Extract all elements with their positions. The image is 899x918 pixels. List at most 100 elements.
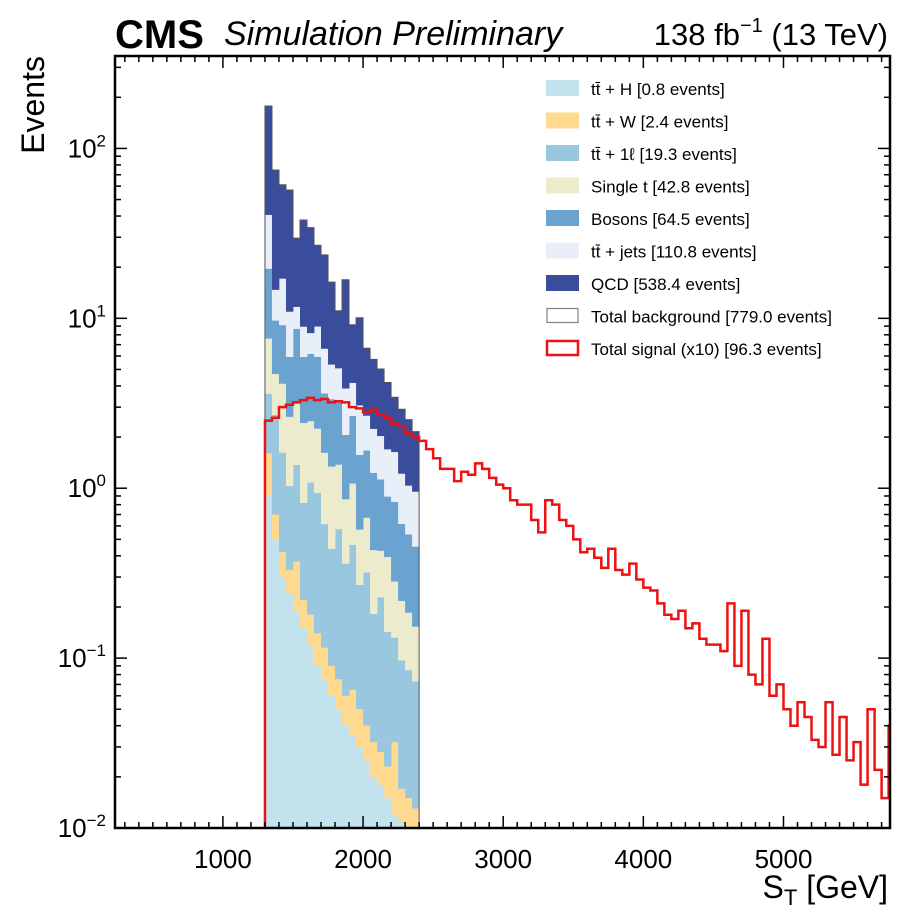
bar-tt-w-2100 [377, 752, 385, 785]
legend-label-qcd-538-4-events: QCD [538.4 events] [591, 275, 740, 294]
bar-tt-1-1650 [314, 492, 322, 634]
bar-qcd-1900 [349, 324, 357, 383]
bar-tt-1-2150 [384, 631, 392, 767]
bar-tt-jets-1700 [321, 348, 329, 394]
bar-tt-h-1450 [285, 593, 294, 828]
bar-single-t-1500 [292, 403, 301, 465]
bar-bosons-2200 [391, 501, 399, 582]
plot-frame [113, 54, 892, 830]
x-tick-label-1000: 1000 [194, 844, 252, 874]
bar-tt-1-1600 [306, 482, 315, 615]
y-tick-base: 10 [58, 643, 87, 673]
bar-tt-1-1850 [342, 563, 350, 696]
legend-swatch-tt-1-19-3-events [546, 145, 579, 161]
bar-single-t-1600 [306, 421, 315, 483]
x-tick-label-3000: 3000 [474, 844, 532, 874]
bar-single-t-2250 [398, 600, 406, 661]
bar-single-t-1950 [356, 529, 364, 585]
bar-bosons-1600 [306, 353, 315, 422]
bar-single-t-1800 [335, 464, 343, 530]
bar-tt-h-2250 [398, 820, 406, 828]
bar-tt-h-1750 [328, 695, 336, 828]
bar-tt-w-1850 [342, 695, 350, 726]
bar-bosons-2050 [370, 472, 378, 551]
bar-tt-1-2250 [398, 660, 406, 789]
bar-single-t-1550 [299, 423, 308, 503]
bar-bosons-1800 [335, 400, 343, 465]
x-tick-label-4000: 4000 [614, 844, 672, 874]
bar-qcd-1550 [299, 219, 308, 327]
bar-tt-w-1750 [328, 665, 336, 696]
bar-tt-1-1700 [321, 524, 329, 648]
bar-tt-jets-2150 [384, 449, 392, 497]
legend-swatch-tt-h-0-8-events [546, 80, 579, 96]
bar-tt-1-1800 [335, 529, 343, 680]
bar-tt-1-1900 [349, 544, 357, 690]
x-tick-label-5000: 5000 [755, 844, 813, 874]
bar-tt-1-1300 [264, 393, 273, 454]
bar-single-t-2050 [370, 550, 378, 614]
bar-tt-1-2100 [377, 597, 385, 753]
bar-tt-jets-2300 [405, 485, 413, 535]
bar-qcd-1400 [278, 184, 287, 279]
y-tick-label-3: 101 [68, 301, 106, 333]
legend-label-bosons-64-5-events: Bosons [64.5 events] [591, 210, 750, 229]
bar-qcd-2300 [405, 419, 413, 486]
bar-single-t-2350 [412, 626, 420, 682]
bar-tt-jets-2350 [412, 491, 420, 547]
y-tick-label-1: 10−1 [58, 641, 106, 673]
bar-tt-w-1350 [271, 514, 280, 540]
bar-tt-h-1350 [271, 539, 280, 828]
legend-swatch-total-signal-x10-96-3-events [545, 339, 580, 357]
bar-tt-w-1800 [335, 679, 343, 710]
bar-bosons-2150 [384, 496, 392, 558]
bar-tt-w-1400 [278, 552, 287, 578]
bar-tt-h-1950 [356, 746, 364, 828]
bar-tt-jets-1400 [278, 278, 287, 326]
bar-single-t-2200 [391, 581, 399, 638]
bar-tt-w-2000 [363, 725, 371, 761]
legend-swatch-total-background-779-0-events [546, 307, 579, 324]
bar-tt-w-1300 [264, 453, 273, 496]
bar-tt-w-2050 [370, 742, 378, 777]
bar-tt-1-2000 [363, 572, 371, 726]
bar-single-t-1350 [271, 374, 280, 415]
legend-label-total-background-779-0-events: Total background [779.0 events] [591, 308, 832, 327]
bar-tt-1-1550 [299, 502, 308, 600]
bar-bosons-1700 [321, 393, 329, 453]
y-tick-base: 10 [58, 813, 87, 843]
y-axis-title: Events [15, 56, 51, 154]
bar-tt-w-1900 [349, 689, 357, 736]
x-tick-label-2000: 2000 [334, 844, 392, 874]
signal-outline [263, 396, 890, 828]
y-tick-label-4: 102 [68, 131, 106, 163]
total-background-outline [264, 105, 420, 828]
bar-qcd-2350 [412, 431, 420, 492]
cms-label: CMS [115, 13, 204, 57]
bar-tt-w-1600 [306, 614, 315, 645]
bar-qcd-1450 [285, 189, 294, 312]
bar-tt-h-1650 [314, 665, 322, 828]
bar-bosons-1750 [328, 399, 336, 467]
x-axis-title-subscript: T [784, 885, 797, 910]
bar-tt-h-1850 [342, 725, 350, 828]
y-tick-base: 10 [68, 303, 97, 333]
bar-bosons-2300 [405, 534, 413, 613]
bar-tt-h-2150 [384, 798, 392, 828]
bar-qcd-2050 [370, 359, 378, 429]
bar-tt-w-2200 [391, 742, 399, 815]
bar-tt-jets-1300 [264, 214, 273, 269]
legend-label-tt-h-0-8-events: tt̄ + H [0.8 events] [591, 80, 725, 99]
y-tick-exponent: 2 [97, 131, 106, 150]
bar-tt-jets-2100 [377, 436, 385, 480]
simulation-status-label: Simulation Preliminary [224, 15, 564, 53]
y-tick-exponent: 0 [97, 471, 106, 490]
bar-tt-1-2300 [405, 670, 413, 799]
y-tick-label-0: 10−2 [58, 811, 106, 843]
lumi-exponent: −1 [740, 15, 763, 37]
bar-tt-h-1700 [321, 679, 329, 828]
bar-single-t-1400 [278, 383, 287, 453]
bar-tt-1-1350 [271, 414, 280, 515]
